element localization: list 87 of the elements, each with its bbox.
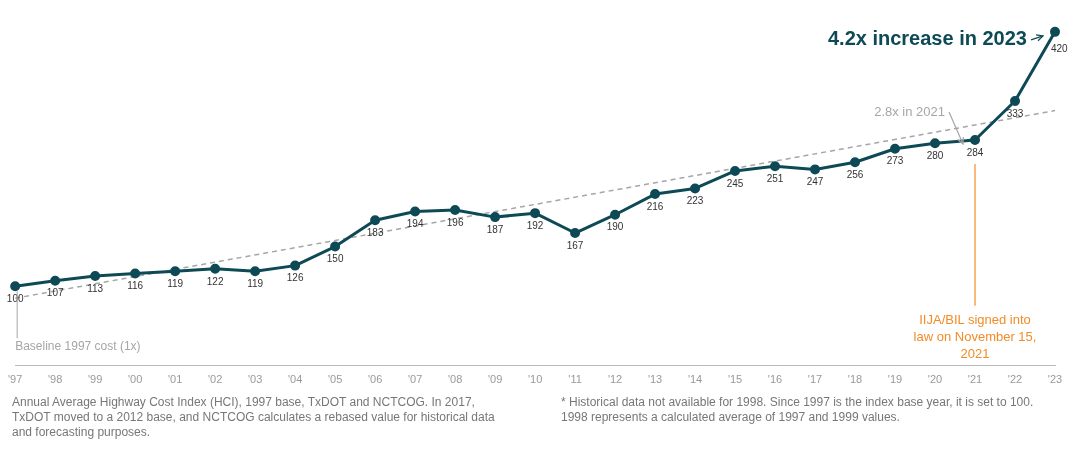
data-label: 333 bbox=[1006, 107, 1024, 119]
point bbox=[530, 208, 541, 219]
data-label: 192 bbox=[526, 219, 544, 231]
point bbox=[130, 268, 141, 279]
point bbox=[170, 266, 181, 277]
point bbox=[1050, 26, 1060, 37]
x-tick-label: '99 bbox=[87, 373, 103, 386]
ref-line-label: IIJA/BIL signed into law on November 15, 2021 bbox=[913, 311, 1037, 361]
point bbox=[690, 183, 701, 194]
data-label: 167 bbox=[566, 239, 584, 251]
data-label: 116 bbox=[127, 280, 144, 292]
data-label: 196 bbox=[446, 216, 464, 228]
point bbox=[250, 266, 261, 277]
data-label: 113 bbox=[87, 282, 104, 294]
data-label: 216 bbox=[646, 200, 664, 212]
x-tick-label: '98 bbox=[47, 373, 63, 386]
point bbox=[610, 209, 621, 220]
text: Annual Average Highway Cost Index (HCI), 1997 base, TxDOT and NCTCOG. In 2017, TxDOT moved to a 2012 base, and NCTCOG calculates a rebased value for historical data and forecasting purposes. bbox=[12, 395, 496, 440]
x-tick-label: '04 bbox=[287, 373, 303, 386]
x-tick-label: '06 bbox=[367, 373, 383, 386]
point bbox=[850, 157, 861, 168]
data-label: 251 bbox=[766, 172, 784, 184]
x-tick-label: '00 bbox=[127, 373, 143, 386]
data-label: 194 bbox=[406, 218, 424, 230]
data-label: 122 bbox=[206, 275, 224, 287]
data-label: 100 bbox=[6, 293, 24, 305]
data-label: 245 bbox=[726, 177, 744, 189]
x-tick-label: '07 bbox=[407, 373, 423, 386]
point bbox=[490, 212, 501, 223]
x-tick-label: '01 bbox=[167, 373, 183, 386]
x-tick-label: '97 bbox=[8, 373, 23, 386]
point bbox=[10, 281, 21, 292]
x-tick-label: '16 bbox=[767, 373, 783, 386]
data-label: 280 bbox=[926, 149, 944, 161]
annotation: 4.2x increase in 2023 bbox=[827, 27, 1027, 50]
point bbox=[410, 206, 421, 217]
data-label: 420 bbox=[1051, 42, 1069, 54]
x-tick-label: '05 bbox=[327, 373, 343, 386]
point bbox=[930, 138, 941, 149]
point bbox=[450, 204, 461, 215]
x-tick-label: '21 bbox=[967, 373, 983, 386]
point bbox=[810, 164, 821, 175]
point bbox=[890, 143, 901, 154]
data-label: 119 bbox=[167, 277, 184, 289]
x-tick-label: '15 bbox=[727, 373, 743, 386]
point bbox=[570, 228, 581, 239]
data-label: 223 bbox=[686, 195, 704, 207]
point bbox=[650, 189, 661, 200]
data-label: 126 bbox=[286, 272, 304, 284]
x-tick-label: '22 bbox=[1007, 373, 1023, 386]
point bbox=[330, 241, 341, 252]
point bbox=[50, 275, 61, 286]
data-label: 256 bbox=[846, 169, 864, 180]
text: * Historical data not available for 1998. Since 1997 is the index base year, it is set to 100. 1998 represents a calculated average of 1997 and 1999 values. bbox=[561, 395, 1035, 426]
data-label: 187 bbox=[486, 223, 504, 235]
x-tick-label: '08 bbox=[447, 373, 463, 386]
x-tick-label: '02 bbox=[207, 373, 223, 386]
point bbox=[370, 215, 381, 226]
x-tick-label: '10 bbox=[527, 373, 543, 386]
data-label: 150 bbox=[326, 253, 344, 265]
point bbox=[210, 263, 221, 274]
x-tick-label: '12 bbox=[607, 373, 623, 386]
x-tick-label: '14 bbox=[687, 373, 703, 386]
data-label: 273 bbox=[886, 155, 904, 167]
point bbox=[290, 260, 301, 271]
x-tick-label: '17 bbox=[807, 373, 823, 386]
x-tick-label: '19 bbox=[887, 373, 903, 386]
data-label: 247 bbox=[806, 176, 824, 188]
data-label: 107 bbox=[46, 287, 64, 299]
x-tick-label: '23 bbox=[1047, 373, 1063, 386]
data-label: 190 bbox=[606, 221, 624, 233]
x-tick-label: '20 bbox=[927, 373, 943, 386]
point bbox=[770, 161, 781, 172]
data-label: 119 bbox=[247, 277, 264, 289]
x-tick-label: '03 bbox=[247, 373, 263, 386]
data-label: 284 bbox=[966, 146, 984, 158]
x-tick-label: '09 bbox=[487, 373, 503, 386]
point bbox=[90, 270, 101, 281]
point bbox=[970, 134, 981, 145]
x-tick-label: '18 bbox=[847, 373, 863, 386]
x-tick-label: '11 bbox=[568, 373, 582, 386]
annotation: Baseline 1997 cost (1x) bbox=[15, 338, 141, 353]
point bbox=[1010, 96, 1021, 107]
data-label: 183 bbox=[366, 227, 384, 239]
point bbox=[730, 166, 741, 176]
x-tick-label: '13 bbox=[647, 373, 663, 386]
annotation: 2.8x in 2021 bbox=[874, 103, 946, 119]
